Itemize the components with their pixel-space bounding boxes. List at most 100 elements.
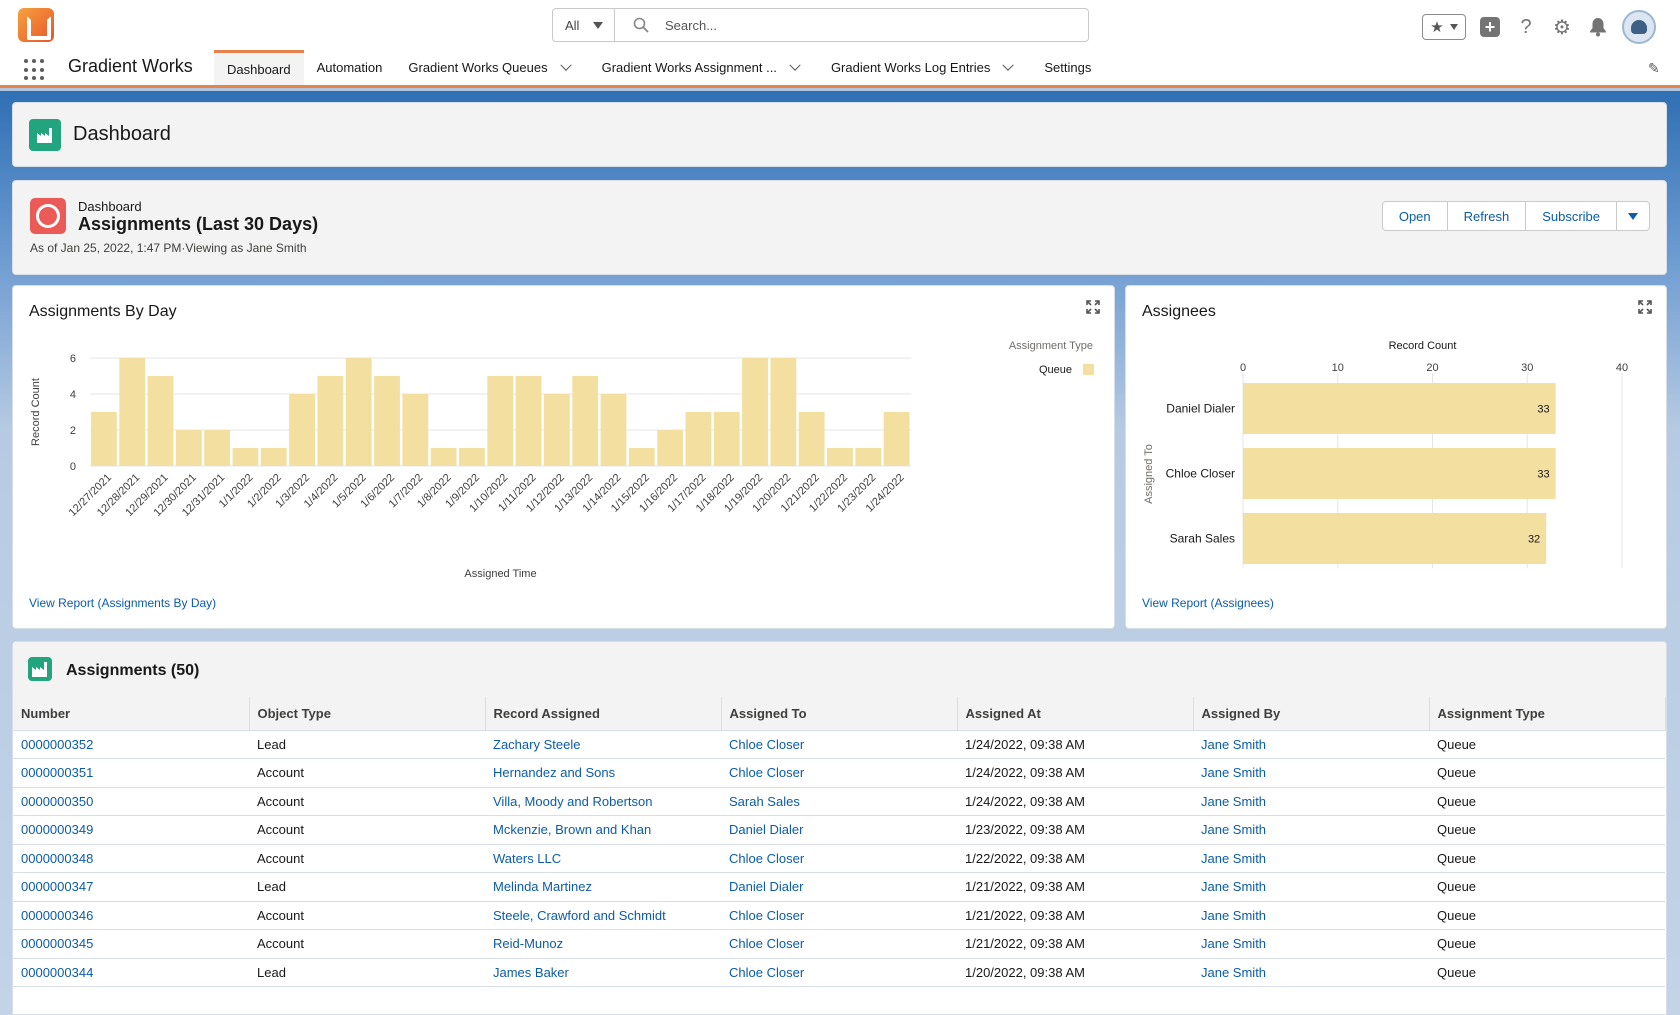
column-header[interactable]: Number [13,697,250,731]
bar-1/12/2022[interactable] [543,394,570,466]
table-cell[interactable]: Jane Smith [1193,815,1429,845]
bar-1/8/2022[interactable] [430,448,457,466]
global-actions-button[interactable]: + [1478,15,1502,39]
bar-1/24/2022[interactable] [883,412,910,466]
table-cell[interactable]: Jane Smith [1193,844,1429,873]
table-cell[interactable]: Chloe Closer [721,844,957,873]
bar-12/27/2021[interactable] [91,412,117,466]
table-cell[interactable]: Reid-Munoz [485,929,721,959]
open-button[interactable]: Open [1383,202,1448,230]
pencil-icon[interactable]: ✎ [1648,60,1660,76]
app-launcher-icon[interactable] [24,59,46,81]
bar-1/2/2022[interactable] [260,448,287,466]
table-cell[interactable]: Hernandez and Sons [485,758,721,788]
table-cell[interactable]: 0000000351 [13,758,249,788]
table-cell[interactable]: Zachary Steele [485,730,721,759]
table-cell[interactable]: Villa, Moody and Robertson [485,787,721,816]
table-cell[interactable]: Mckenzie, Brown and Khan [485,815,721,845]
bar-1/6/2022[interactable] [374,376,400,466]
table-cell[interactable]: 0000000346 [13,901,249,930]
bar-12/28/2021[interactable] [119,358,146,466]
bar-Sarah Sales[interactable] [1243,513,1547,564]
column-header[interactable]: Assigned By [1193,697,1430,731]
table-cell[interactable]: Chloe Closer [721,730,957,759]
bar-1/19/2022[interactable] [742,358,768,466]
table-cell[interactable]: Waters LLC [485,844,721,873]
avatar[interactable] [1622,10,1656,44]
table-cell[interactable]: Daniel Dialer [721,872,957,902]
table-cell[interactable]: 0000000344 [13,958,249,987]
bar-Daniel Dialer[interactable] [1243,383,1556,434]
table-cell[interactable]: Chloe Closer [721,958,957,987]
bell-icon[interactable] [1586,15,1610,39]
search-input[interactable]: Search... [615,9,1088,41]
bar-Chloe Closer[interactable] [1243,448,1556,499]
bar-1/9/2022[interactable] [459,448,485,466]
bar-1/17/2022[interactable] [685,412,712,466]
table-cell[interactable]: James Baker [485,958,721,987]
column-header[interactable]: Record Assigned [485,697,722,731]
table-cell[interactable]: Daniel Dialer [721,815,957,845]
table-cell[interactable]: 0000000350 [13,787,249,816]
gear-icon[interactable]: ⚙ [1553,16,1571,39]
bar-1/20/2022[interactable] [770,358,797,466]
tab-4[interactable]: Gradient Works Log Entries [818,50,1031,85]
bar-12/31/2021[interactable] [204,430,231,466]
table-cell[interactable]: Jane Smith [1193,758,1429,788]
bar-1/7/2022[interactable] [402,394,429,466]
bar-1/18/2022[interactable] [713,412,740,466]
table-cell[interactable]: Chloe Closer [721,901,957,930]
bar-1/5/2022[interactable] [345,358,372,466]
chevron-down-icon[interactable] [789,59,801,71]
bar-1/13/2022[interactable] [572,376,599,466]
bar-1/10/2022[interactable] [487,376,514,466]
bar-1/23/2022[interactable] [855,448,882,466]
tab-3[interactable]: Gradient Works Assignment ... [589,50,818,85]
table-cell[interactable]: Steele, Crawford and Schmidt [485,901,721,930]
bar-1/11/2022[interactable] [515,376,542,466]
tab-2[interactable]: Gradient Works Queues [395,50,588,85]
bar-12/30/2021[interactable] [175,430,202,466]
more-actions-menu[interactable] [1617,202,1649,230]
column-header[interactable]: Object Type [249,697,486,731]
expand-icon[interactable] [1638,300,1652,314]
expand-icon[interactable] [1086,300,1100,314]
table-cell[interactable]: 0000000345 [13,929,249,959]
tab-1[interactable]: Automation [304,50,396,85]
bar-1/1/2022[interactable] [232,448,259,466]
table-cell[interactable]: Chloe Closer [721,758,957,788]
column-header[interactable]: Assigned To [721,697,958,731]
table-cell[interactable]: Jane Smith [1193,958,1429,987]
table-cell[interactable]: 0000000347 [13,872,249,902]
refresh-button[interactable]: Refresh [1448,202,1527,230]
chevron-down-icon[interactable] [1002,59,1015,71]
table-cell[interactable]: Sarah Sales [721,787,957,816]
table-cell[interactable]: Jane Smith [1193,872,1429,902]
table-cell[interactable]: Jane Smith [1193,730,1429,759]
table-cell[interactable]: 0000000348 [13,844,249,873]
table-cell[interactable]: 0000000349 [13,815,249,845]
column-header[interactable]: Assignment Type [1429,697,1666,731]
org-logo[interactable] [18,8,54,42]
bar-1/22/2022[interactable] [827,448,853,466]
bar-1/4/2022[interactable] [317,376,344,466]
subscribe-button[interactable]: Subscribe [1526,202,1617,230]
tab-5[interactable]: Settings [1031,50,1104,85]
search-scope-dropdown[interactable]: All [553,9,615,41]
bar-1/16/2022[interactable] [657,430,684,466]
bar-12/29/2021[interactable] [147,376,174,466]
bar-1/3/2022[interactable] [289,394,315,466]
table-cell[interactable]: 0000000352 [13,730,249,759]
table-cell[interactable]: Chloe Closer [721,929,957,959]
favorites-button[interactable]: ★ [1422,14,1466,40]
view-report-link[interactable]: View Report (Assignees) [1142,596,1274,610]
column-header[interactable]: Assigned At [957,697,1194,731]
table-cell[interactable]: Jane Smith [1193,787,1429,816]
tab-0[interactable]: Dashboard [214,50,304,85]
view-report-link[interactable]: View Report (Assignments By Day) [29,596,217,610]
chevron-down-icon[interactable] [559,59,572,71]
bar-1/21/2022[interactable] [798,412,825,466]
table-cell[interactable]: Jane Smith [1193,929,1429,959]
bar-1/14/2022[interactable] [600,394,627,466]
table-cell[interactable]: Jane Smith [1193,901,1429,930]
